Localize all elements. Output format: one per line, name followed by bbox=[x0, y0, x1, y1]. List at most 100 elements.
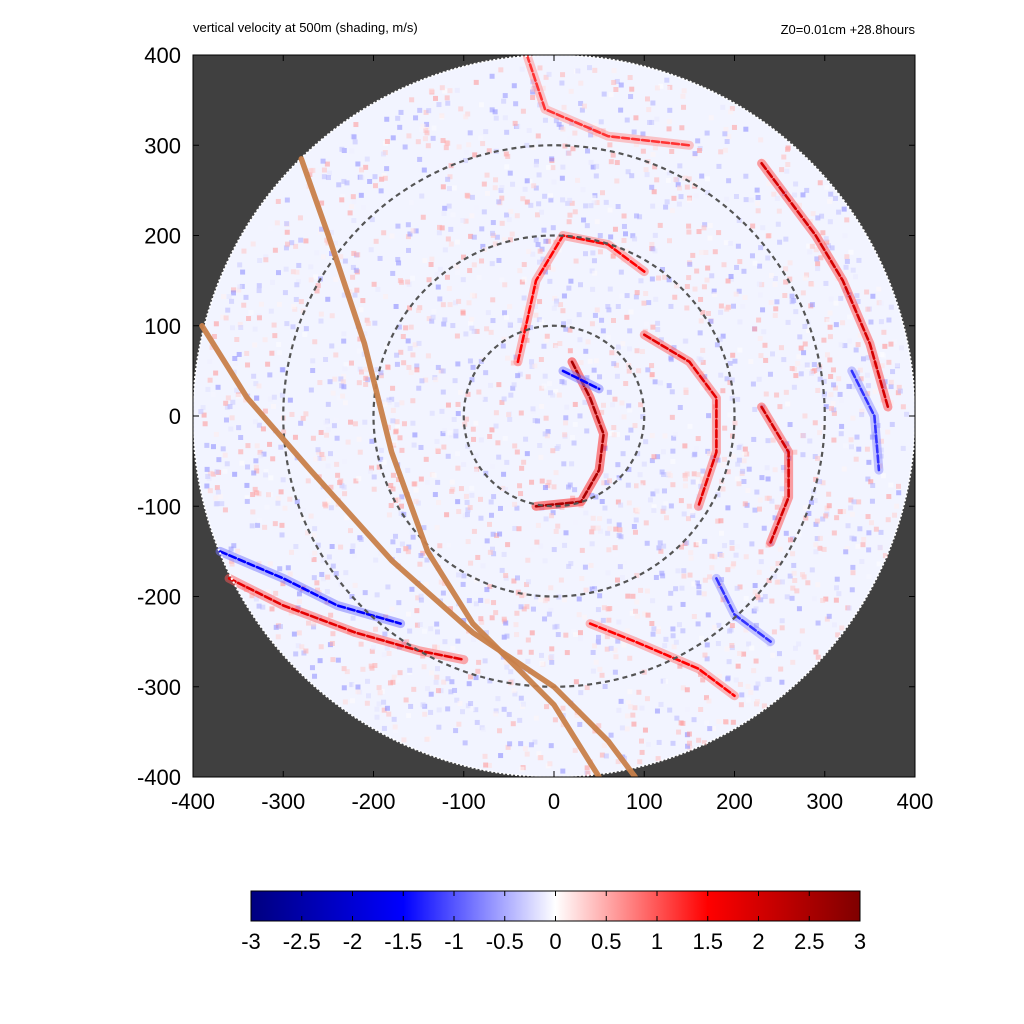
speckle-cell bbox=[650, 100, 656, 106]
speckle-cell bbox=[841, 466, 847, 472]
speckle-cell bbox=[542, 558, 548, 564]
speckle-cell bbox=[519, 66, 525, 72]
speckle-cell bbox=[831, 530, 837, 536]
speckle-cell bbox=[644, 588, 650, 594]
speckle-cell bbox=[390, 472, 396, 478]
speckle-cell bbox=[273, 590, 279, 596]
speckle-cell bbox=[302, 331, 308, 337]
speckle-cell bbox=[656, 626, 662, 632]
speckle-cell bbox=[435, 284, 441, 290]
speckle-cell bbox=[657, 222, 663, 228]
speckle-cell bbox=[605, 304, 611, 310]
speckle-cell bbox=[233, 361, 239, 367]
speckle-cell bbox=[298, 237, 304, 243]
speckle-cell bbox=[599, 499, 605, 505]
speckle-cell bbox=[623, 381, 629, 387]
speckle-cell bbox=[736, 481, 742, 487]
speckle-cell bbox=[227, 404, 233, 410]
speckle-cell bbox=[548, 585, 554, 591]
speckle-cell bbox=[808, 499, 814, 505]
speckle-cell bbox=[342, 491, 348, 497]
speckle-cell bbox=[625, 482, 631, 488]
speckle-cell bbox=[267, 441, 273, 447]
speckle-cell bbox=[538, 597, 544, 603]
speckle-cell bbox=[483, 370, 489, 376]
speckle-cell bbox=[755, 194, 761, 200]
speckle-cell bbox=[696, 590, 702, 596]
speckle-cell bbox=[528, 202, 534, 208]
speckle-cell bbox=[603, 473, 609, 479]
speckle-cell bbox=[430, 314, 436, 320]
speckle-cell bbox=[245, 443, 251, 449]
speckle-cell bbox=[572, 632, 578, 638]
speckle-cell bbox=[830, 367, 836, 373]
speckle-cell bbox=[560, 308, 566, 314]
speckle-cell bbox=[661, 472, 667, 478]
speckle-cell bbox=[671, 195, 677, 201]
speckle-cell bbox=[335, 472, 341, 478]
speckle-cell bbox=[677, 404, 683, 410]
speckle-cell bbox=[572, 421, 578, 427]
speckle-cell bbox=[608, 645, 614, 651]
speckle-cell bbox=[367, 178, 373, 184]
speckle-cell bbox=[624, 726, 630, 732]
speckle-cell bbox=[275, 496, 281, 502]
speckle-cell bbox=[770, 351, 776, 357]
speckle-cell bbox=[504, 164, 510, 170]
speckle-cell bbox=[356, 380, 362, 386]
speckle-cell bbox=[678, 498, 684, 504]
speckle-cell bbox=[576, 312, 582, 318]
speckle-cell bbox=[413, 487, 419, 493]
speckle-cell bbox=[601, 742, 607, 748]
speckle-cell bbox=[593, 494, 599, 500]
speckle-cell bbox=[350, 698, 356, 704]
speckle-cell bbox=[493, 708, 499, 714]
speckle-cell bbox=[463, 331, 469, 337]
speckle-cell bbox=[785, 401, 791, 407]
speckle-cell bbox=[394, 352, 400, 358]
speckle-cell bbox=[824, 616, 830, 622]
speckle-cell bbox=[368, 247, 374, 253]
speckle-cell bbox=[437, 543, 443, 549]
speckle-cell bbox=[765, 233, 771, 239]
speckle-cell bbox=[817, 479, 823, 485]
speckle-cell bbox=[837, 391, 843, 397]
speckle-cell bbox=[837, 509, 843, 515]
speckle-cell bbox=[517, 317, 523, 323]
speckle-cell bbox=[381, 699, 387, 705]
speckle-cell bbox=[775, 560, 781, 566]
speckle-cell bbox=[826, 613, 832, 619]
speckle-cell bbox=[463, 493, 469, 499]
speckle-cell bbox=[448, 163, 454, 169]
speckle-cell bbox=[484, 538, 490, 544]
y-tick-label: -300 bbox=[137, 675, 181, 700]
speckle-cell bbox=[358, 307, 364, 313]
speckle-cell bbox=[209, 344, 215, 350]
speckle-cell bbox=[792, 192, 798, 198]
speckle-cell bbox=[239, 460, 245, 466]
speckle-cell bbox=[668, 503, 674, 509]
range-circle-200 bbox=[372, 234, 736, 598]
speckle-cell bbox=[605, 570, 611, 576]
speckle-cell bbox=[318, 318, 324, 324]
speckle-cell bbox=[223, 400, 229, 406]
speckle-cell bbox=[475, 554, 481, 560]
speckle-cell bbox=[435, 629, 441, 635]
speckle-cell bbox=[620, 451, 626, 457]
speckle-cell bbox=[299, 516, 305, 522]
speckle-cell bbox=[354, 287, 360, 293]
speckle-cell bbox=[835, 632, 841, 638]
speckle-cell bbox=[652, 145, 658, 151]
speckle-cell bbox=[493, 115, 499, 121]
speckle-cell bbox=[629, 86, 635, 92]
speckle-cell bbox=[502, 282, 508, 288]
speckle-cell bbox=[618, 107, 624, 113]
speckle-cell bbox=[518, 695, 524, 701]
speckle-cell bbox=[823, 596, 829, 602]
speckle-cell bbox=[521, 276, 527, 282]
speckle-cell bbox=[533, 312, 539, 318]
speckle-cell bbox=[782, 293, 788, 299]
speckle-cell bbox=[529, 479, 535, 485]
speckle-cell bbox=[621, 237, 627, 243]
speckle-cell bbox=[749, 645, 755, 651]
